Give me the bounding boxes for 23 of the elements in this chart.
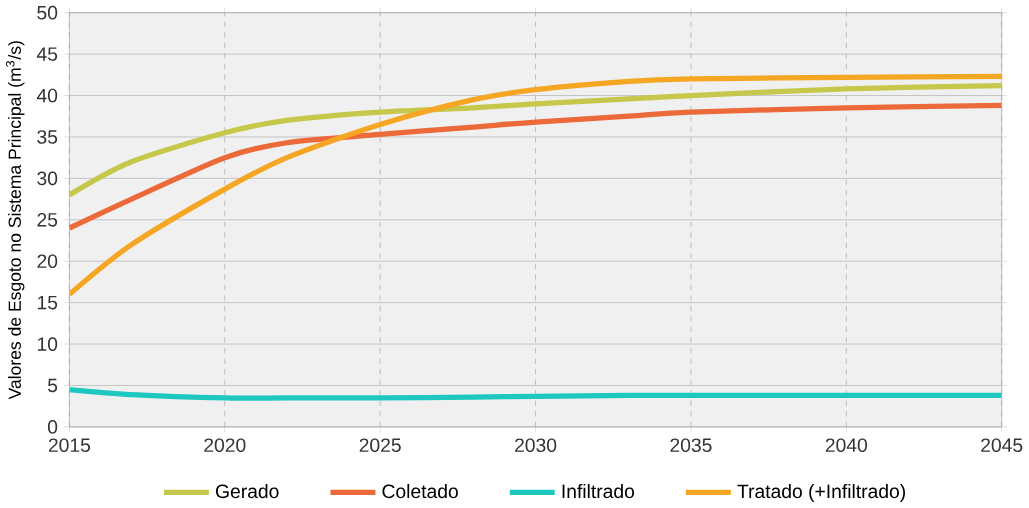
y-tick-label: 25	[37, 213, 58, 227]
legend-label: Gerado	[216, 484, 279, 499]
y-axis-title: Valores de Esgoto no Sistema Principal (m$^{3}$/s)	[5, 41, 25, 400]
x-tick-label: 2045	[981, 438, 1023, 453]
y-tick-label: 45	[36, 47, 58, 62]
x-tick-label: 2035	[670, 438, 712, 453]
y-tick-label: 40	[36, 88, 58, 103]
y-tick-label: 50	[37, 6, 58, 20]
x-tick-label: 2030	[515, 438, 557, 453]
y-tick-label: 30	[37, 171, 58, 186]
y-tick-label: 0	[47, 420, 58, 434]
legend-label: Infiltrado	[562, 484, 635, 499]
x-tick-label: 2025	[359, 438, 401, 453]
legend-label: Coletado	[382, 484, 458, 499]
y-tick-label: 35	[37, 130, 58, 144]
y-tick-label: 15	[37, 296, 58, 310]
legend-label: Tratado (+Infiltrado)	[737, 484, 905, 503]
y-tick-label: 10	[37, 337, 58, 352]
x-tick-label: 2040	[825, 438, 867, 453]
x-tick-label: 2020	[204, 438, 246, 453]
x-tick-label: 2015	[48, 438, 91, 453]
y-tick-label: 20	[37, 254, 58, 269]
y-tick-label: 5	[47, 378, 58, 393]
